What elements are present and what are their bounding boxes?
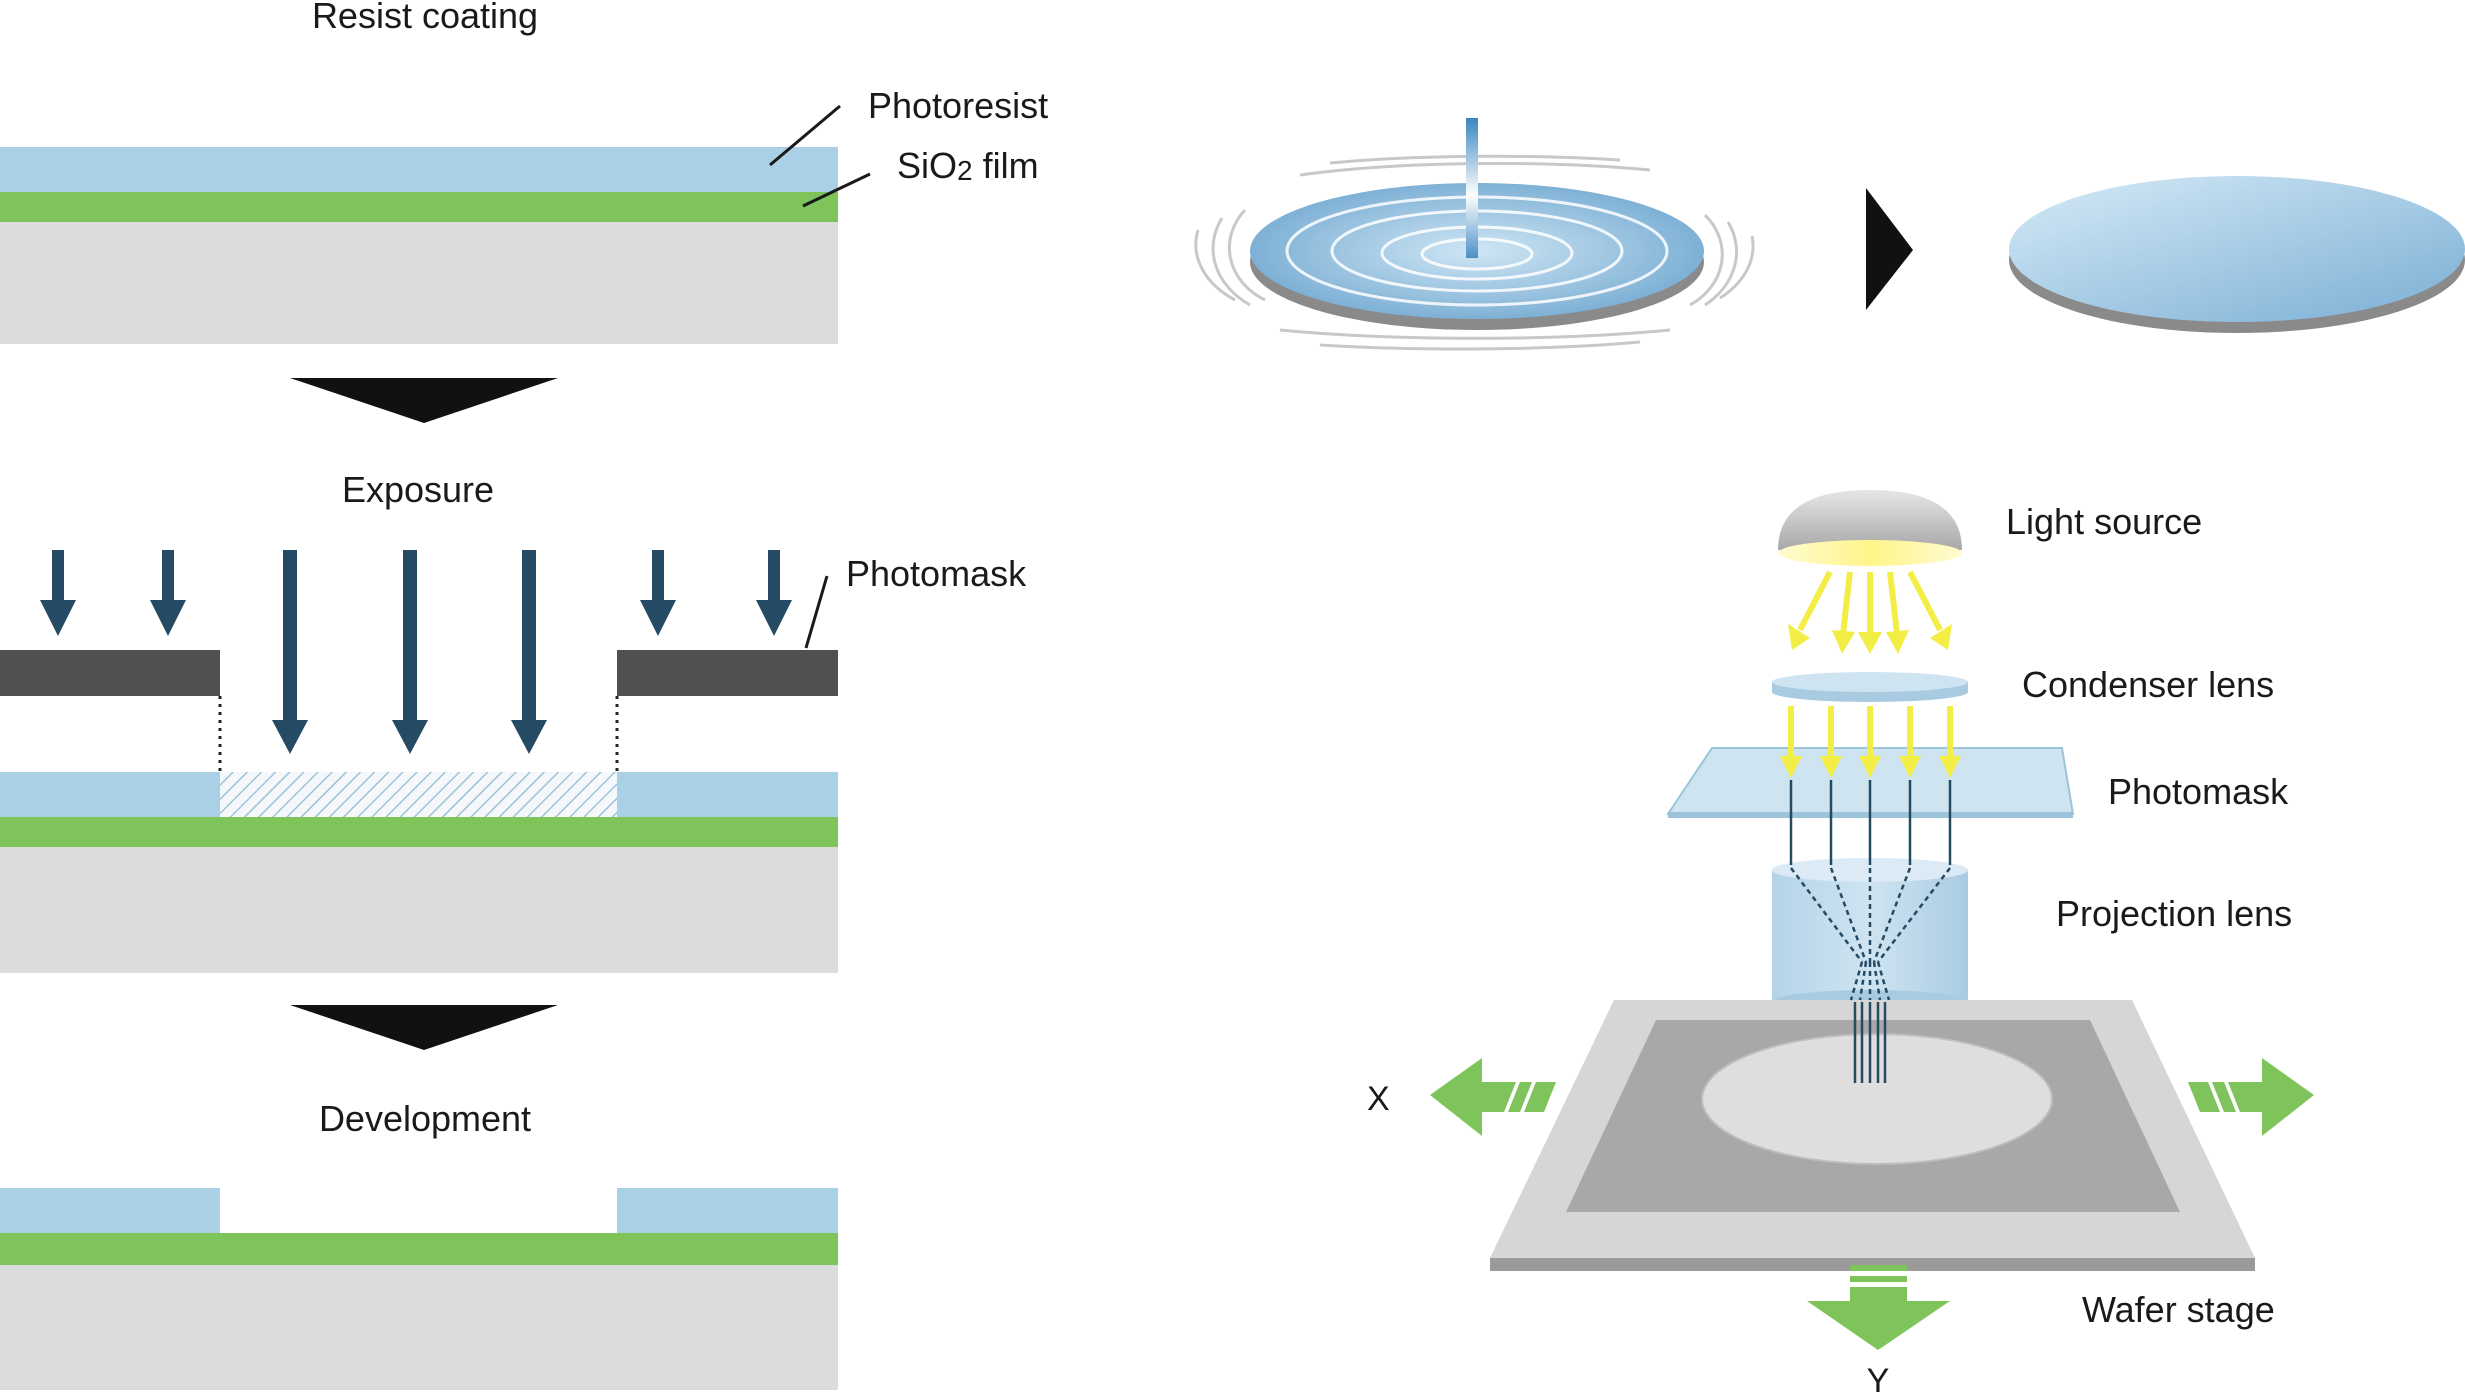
- light-source: [1778, 490, 1962, 566]
- condenser-lens: [1772, 672, 1968, 702]
- exposure-arrow: [392, 550, 428, 754]
- x-motion-arrow-left: [1430, 1058, 1556, 1136]
- x-motion-arrow-right: [2188, 1058, 2314, 1136]
- photoresist-remaining-right: [617, 1188, 838, 1233]
- step2-title: Exposure: [342, 469, 494, 510]
- exposure-arrows: [40, 550, 792, 754]
- sio2-leader-line: [802, 172, 871, 208]
- substrate-layer: [0, 222, 838, 344]
- light-source-label: Light source: [2006, 501, 2202, 542]
- substrate-layer: [0, 847, 838, 973]
- sio2-film-label: SiO2 film: [897, 145, 1039, 186]
- spin-coating-wafer: [1194, 118, 1755, 351]
- wafer-stage-label: Wafer stage: [2082, 1289, 2275, 1330]
- exposure-arrow: [272, 550, 308, 754]
- projection-lens-label: Projection lens: [2056, 893, 2292, 934]
- photoresist-layer: [0, 147, 838, 192]
- y-axis-label: Y: [1867, 1362, 1890, 1394]
- projection-light-paths: [1789, 780, 1952, 1083]
- photomask-right-block: [617, 650, 838, 696]
- step-arrow-2: [290, 1005, 558, 1050]
- photoresist-exposed-region: [220, 772, 617, 817]
- exposure-arrow: [150, 550, 186, 636]
- light-rays-upper: [1788, 570, 1952, 654]
- photoresist-leader-line: [769, 104, 841, 167]
- exposure-arrow: [40, 550, 76, 636]
- spin-step-arrow: [1866, 188, 1913, 310]
- photomask-label-right: Photomask: [2108, 771, 2289, 812]
- step-arrow-1: [290, 378, 558, 423]
- photoresist-unexposed-right: [617, 772, 838, 817]
- exposure-arrow: [640, 550, 676, 636]
- photomask-left-block: [0, 650, 220, 696]
- photomask-leader-line: [804, 575, 829, 649]
- light-rays-lower: [1780, 706, 1961, 778]
- y-motion-arrow: [1807, 1265, 1950, 1350]
- sio2-layer: [0, 192, 838, 222]
- photomask-label-left: Photomask: [846, 553, 1027, 594]
- x-axis-label: X: [1367, 1080, 1390, 1118]
- exposure-arrow: [756, 550, 792, 636]
- exposure-arrow: [511, 550, 547, 754]
- photoresist-label: Photoresist: [868, 85, 1048, 126]
- coated-wafer: [2009, 176, 2465, 333]
- step1-title: Resist coating: [312, 0, 538, 36]
- dispense-nozzle: [1466, 118, 1478, 258]
- substrate-layer: [0, 1265, 838, 1390]
- photoresist-unexposed-left: [0, 772, 220, 817]
- condenser-lens-label: Condenser lens: [2022, 664, 2274, 705]
- wafer-stage: [1490, 1000, 2255, 1271]
- photoresist-remaining-left: [0, 1188, 220, 1233]
- step3-title: Development: [319, 1098, 531, 1139]
- sio2-layer: [0, 817, 838, 847]
- sio2-layer: [0, 1233, 838, 1265]
